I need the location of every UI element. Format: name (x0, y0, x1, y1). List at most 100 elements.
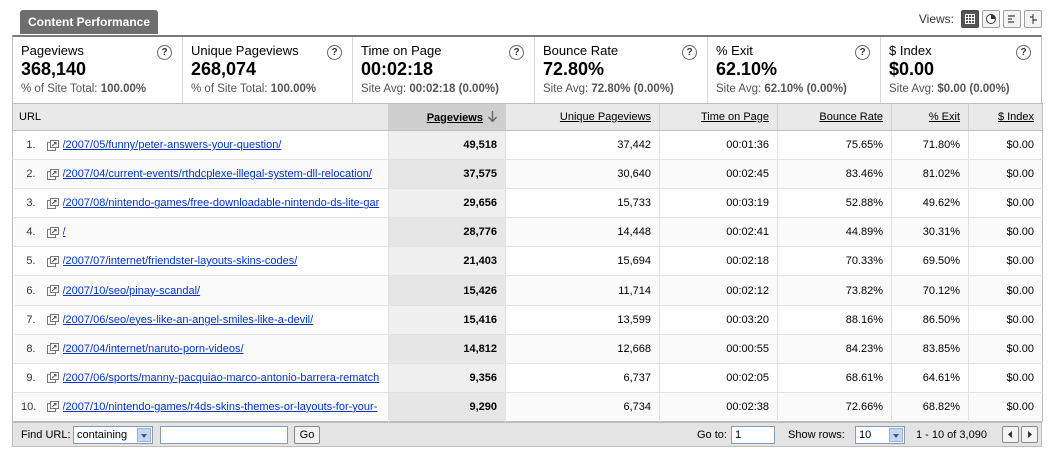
help-icon[interactable]: ? (855, 45, 870, 60)
show-rows-select[interactable]: 10 (855, 426, 905, 444)
match-type-select[interactable]: containing (73, 426, 153, 444)
unique-pageviews-cell: 15,733 (505, 188, 660, 218)
url-link[interactable]: /2007/08/nintendo-games/free-downloadabl… (62, 197, 380, 210)
url-cell: / (62, 217, 389, 247)
row-number: 7. (12, 304, 43, 335)
table-row: 10. /2007/10/nintendo-games/r4ds-skins-t… (12, 391, 1043, 422)
help-icon[interactable]: ? (509, 45, 524, 60)
url-cell: /2007/05/funny/peter-answers-your-questi… (62, 129, 389, 160)
metric-sub-value: 100.00% (270, 83, 317, 95)
open-page-icon[interactable] (42, 275, 63, 306)
exit-cell: 81.02% (891, 159, 969, 189)
column-header-unique-pageviews[interactable]: Unique Pageviews (505, 103, 660, 131)
pageviews-cell: 14,812 (388, 333, 506, 364)
open-page-icon[interactable] (42, 362, 63, 393)
open-page-icon[interactable] (42, 129, 63, 160)
open-page-icon[interactable] (42, 188, 63, 218)
time-on-page-cell: 00:02:05 (659, 362, 778, 393)
metric-name: % Exit (716, 43, 753, 58)
chevron-left-icon (1008, 431, 1012, 438)
exit-cell: 64.61% (891, 362, 969, 393)
exit-cell: 70.12% (891, 275, 969, 306)
performance-view-button[interactable] (1003, 10, 1021, 28)
metric-sub-label: Site Avg: (543, 83, 592, 95)
metric-name: Time on Page (361, 43, 442, 58)
help-icon[interactable]: ? (157, 45, 172, 60)
open-page-icon[interactable] (42, 391, 63, 422)
url-link[interactable]: /2007/07/internet/friendster-layouts-ski… (62, 255, 298, 268)
help-icon[interactable]: ? (1016, 45, 1031, 60)
open-page-icon[interactable] (42, 159, 63, 189)
row-number: 5. (12, 246, 43, 276)
unique-pageviews-cell: 37,442 (505, 129, 660, 160)
index-cell: $0.00 (968, 129, 1043, 160)
unique-pageviews-cell: 13,599 (505, 304, 660, 335)
go-button[interactable]: Go (294, 426, 320, 444)
column-header-time-on-page[interactable]: Time on Page (659, 103, 778, 131)
index-cell: $0.00 (968, 188, 1043, 218)
index-cell: $0.00 (968, 217, 1043, 247)
index-cell: $0.00 (968, 159, 1043, 189)
row-number: 1. (12, 129, 43, 160)
metric-sub: % of Site Total: 100.00% (191, 83, 352, 95)
help-icon[interactable]: ? (682, 45, 697, 60)
url-link[interactable]: /2007/05/funny/peter-answers-your-questi… (62, 139, 282, 152)
bounce-rate-cell: 52.88% (777, 188, 892, 218)
metric-sub-value: 100.00% (100, 83, 147, 95)
sort-descending-icon (488, 110, 498, 123)
open-page-icon[interactable] (42, 246, 63, 276)
column-header-index[interactable]: $ Index (968, 103, 1043, 131)
url-link[interactable]: /2007/04/internet/naruto-porn-videos/ (62, 342, 244, 355)
metric-sub-label: % of Site Total: (191, 83, 271, 95)
goto-page-input[interactable]: 1 (731, 426, 775, 444)
table-row: 7. /2007/06/seo/eyes-like-an-angel-smile… (12, 304, 1043, 335)
find-url-input[interactable] (160, 426, 288, 444)
column-header-label: Time on Page (700, 111, 770, 123)
url-link[interactable]: /2007/06/seo/eyes-like-an-angel-smiles-l… (62, 313, 314, 326)
time-on-page-cell: 00:00:55 (659, 333, 778, 364)
metric-sub-label: Site Avg: (716, 83, 765, 95)
metric-sub-label: % of Site Total: (21, 83, 101, 95)
open-page-icon[interactable] (42, 304, 63, 335)
metric-value: 268,074 (191, 59, 257, 79)
metric-sub-suffix: (0.00%) (803, 83, 847, 95)
url-link[interactable]: /2007/10/seo/pinay-scandal/ (62, 284, 201, 297)
find-url-label: Find URL: (21, 429, 71, 441)
url-link[interactable]: /2007/10/nintendo-games/r4ds-skins-theme… (62, 400, 378, 413)
unique-pageviews-cell: 12,668 (505, 333, 660, 364)
exit-cell: 71.80% (891, 129, 969, 160)
open-page-icon[interactable] (42, 333, 63, 364)
bounce-rate-cell: 72.66% (777, 391, 892, 422)
metric-sub-value: 62.10% (764, 83, 804, 95)
pageviews-cell: 29,656 (388, 188, 506, 218)
pie-view-button[interactable] (982, 10, 1000, 28)
pageviews-cell: 15,426 (388, 275, 506, 306)
pageviews-cell: 9,290 (388, 391, 506, 422)
url-cell: /2007/04/current-events/rthdcplexe-illeg… (62, 159, 389, 189)
table-view-button[interactable] (961, 10, 979, 28)
table-row: 4. / 28,776 14,448 00:02:41 44.89% 30.31… (12, 217, 1043, 247)
url-cell: /2007/06/sports/manny-pacquiao-marco-ant… (62, 362, 389, 393)
table-row: 6. /2007/10/seo/pinay-scandal/ 15,426 11… (12, 275, 1043, 306)
help-icon[interactable]: ? (327, 45, 342, 60)
summary-metrics: Pageviews 368,140 % of Site Total: 100.0… (12, 35, 1042, 104)
column-header-bounce-rate[interactable]: Bounce Rate (777, 103, 892, 131)
previous-page-button[interactable] (1002, 426, 1019, 443)
metric-time-on-page: Time on Page 00:02:18 Site Avg: 00:02:18… (353, 37, 535, 103)
url-cell: /2007/06/seo/eyes-like-an-angel-smiles-l… (62, 304, 389, 335)
report-header: Content Performance Views: (0, 0, 1052, 36)
metric-exit: % Exit 62.10% Site Avg: 62.10% (0.00%) ? (708, 37, 881, 103)
column-header-label: Unique Pageviews (559, 111, 652, 123)
views-switcher: Views: (919, 9, 1042, 29)
metric-value: 00:02:18 (361, 59, 434, 79)
column-header-exit[interactable]: % Exit (891, 103, 969, 131)
url-link[interactable]: /2007/04/current-events/rthdcplexe-illeg… (62, 168, 372, 181)
url-link[interactable]: / (62, 226, 66, 239)
next-page-button[interactable] (1021, 426, 1038, 443)
open-page-icon[interactable] (42, 217, 63, 247)
column-header-label: Pageviews (426, 111, 483, 124)
column-header-pageviews[interactable]: Pageviews (388, 103, 506, 131)
url-link[interactable]: /2007/06/sports/manny-pacquiao-marco-ant… (62, 371, 380, 384)
comparison-view-button[interactable] (1024, 10, 1042, 28)
column-header-label: % Exit (928, 111, 961, 123)
